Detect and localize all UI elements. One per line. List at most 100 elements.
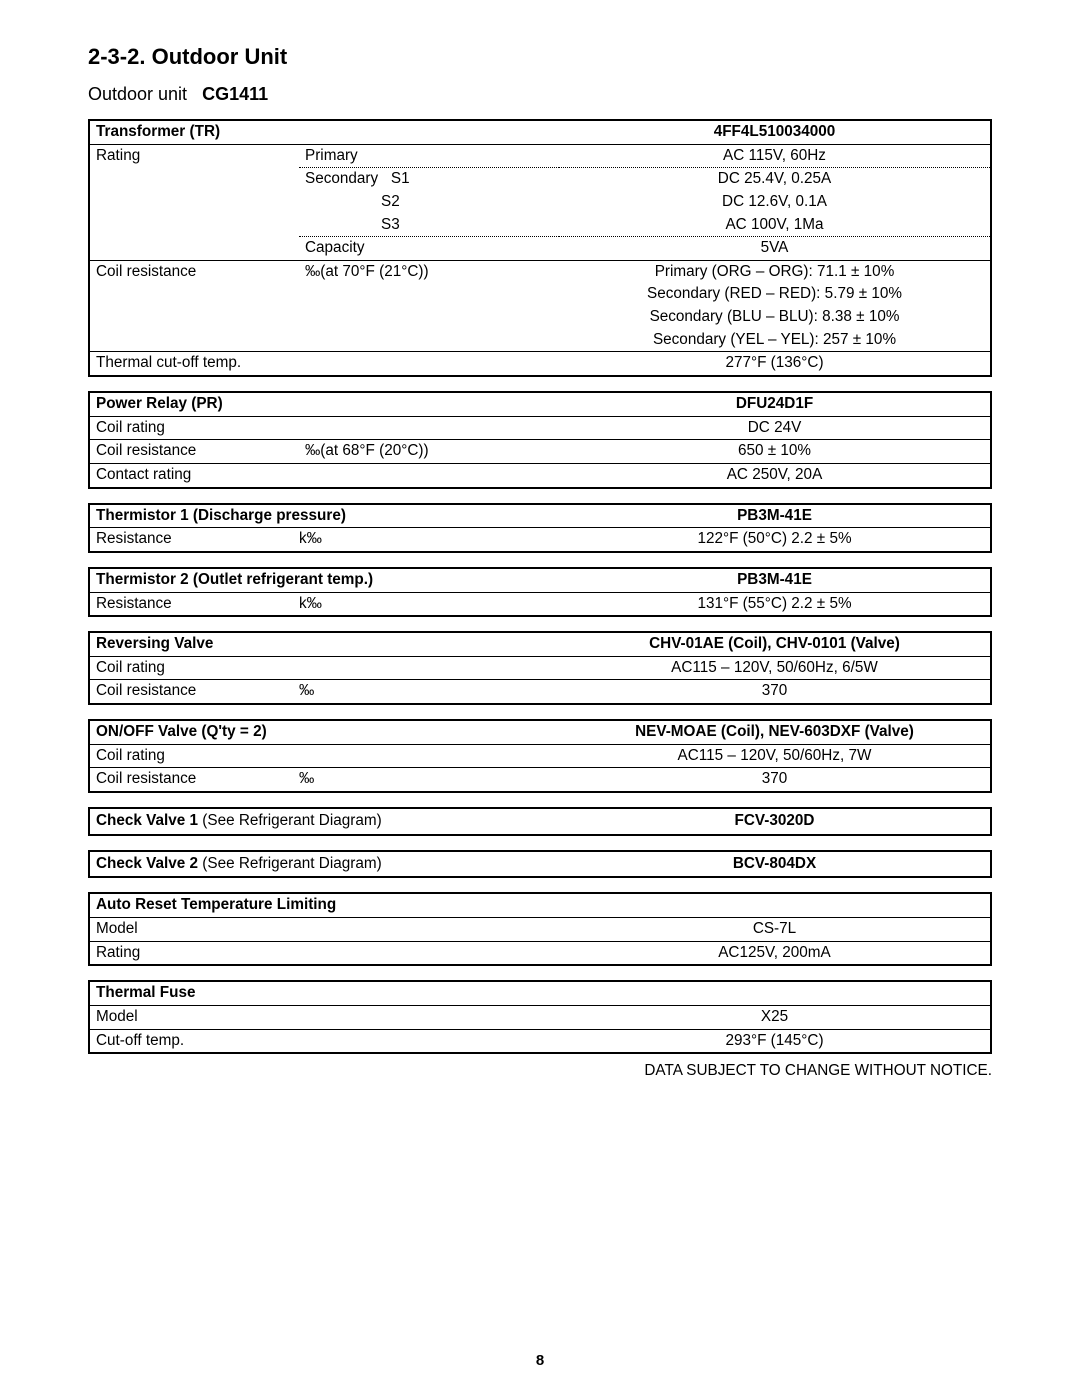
cell-value: AC115 – 120V, 50/60Hz, 7W <box>559 744 991 768</box>
cell-mid: Capacity <box>299 237 559 261</box>
table-row: Coil rating DC 24V <box>89 416 991 440</box>
cell-value: Secondary (BLU – BLU): 8.38 ± 10% <box>559 306 991 329</box>
reversing-valve-table: Reversing Valve CHV-01AE (Coil), CHV-010… <box>88 631 992 705</box>
cell-value: Secondary (RED – RED): 5.79 ± 10% <box>559 283 991 306</box>
check-valve-1-table: Check Valve 1 (See Refrigerant Diagram) … <box>88 807 992 836</box>
header-left: Thermistor 1 (Discharge pressure) <box>89 504 559 528</box>
cell-label: Model <box>89 1005 559 1029</box>
header-right: PB3M-41E <box>559 504 991 528</box>
thermal-fuse-table: Thermal Fuse Model X25 Cut-off temp. 293… <box>88 980 992 1054</box>
header-left: Check Valve 1 (See Refrigerant Diagram) <box>89 808 559 835</box>
table-row: Rating AC125V, 200mA <box>89 941 991 965</box>
cell-value: AC 250V, 20A <box>559 463 991 487</box>
table-row: Resistance k‰ 131°F (55°C) 2.2 ± 5% <box>89 592 991 616</box>
table-row: Resistance k‰ 122°F (50°C) 2.2 ± 5% <box>89 528 991 552</box>
table-row: Coil rating AC115 – 120V, 50/60Hz, 6/5W <box>89 656 991 680</box>
cell-mid: Primary <box>299 144 559 168</box>
cell-label: Contact rating <box>89 463 559 487</box>
cell-value: AC115 – 120V, 50/60Hz, 6/5W <box>559 656 991 680</box>
cell-value: X25 <box>559 1005 991 1029</box>
cell-label: Coil resistance <box>89 440 299 464</box>
cell-value: 370 <box>559 768 991 792</box>
transformer-table: Transformer (TR) 4FF4L510034000 Rating P… <box>88 119 992 377</box>
header-right: NEV-MOAE (Coil), NEV-603DXF (Valve) <box>559 720 991 744</box>
cell-mid: k‰ <box>299 592 559 616</box>
table-row: Secondary (BLU – BLU): 8.38 ± 10% <box>89 306 991 329</box>
table-row: Secondary (YEL – YEL): 257 ± 10% <box>89 329 991 352</box>
table-row: Rating Primary AC 115V, 60Hz <box>89 144 991 168</box>
table-row: S2 DC 12.6V, 0.1A <box>89 191 991 214</box>
table-header-row: Power Relay (PR) DFU24D1F <box>89 392 991 416</box>
header-left: Thermistor 2 (Outlet refrigerant temp.) <box>89 568 559 592</box>
header-right: PB3M-41E <box>559 568 991 592</box>
cell-label: Coil resistance <box>89 768 299 792</box>
section-title-text: Outdoor Unit <box>152 44 288 69</box>
header-left: Check Valve 2 (See Refrigerant Diagram) <box>89 851 559 878</box>
cell-value: AC125V, 200mA <box>559 941 991 965</box>
s2-label: S2 <box>305 192 400 213</box>
section-number: 2-3-2. <box>88 44 145 69</box>
cell-mid: S2 <box>299 191 559 214</box>
cell-value: 650 ± 10% <box>559 440 991 464</box>
cell-value: 293°F (145°C) <box>559 1029 991 1053</box>
check1-bold: Check Valve 1 <box>96 812 198 829</box>
cell-mid: k‰ <box>299 528 559 552</box>
page-number: 8 <box>0 1352 1080 1369</box>
header-right: CHV-01AE (Coil), CHV-0101 (Valve) <box>559 632 991 656</box>
table-header-row: Check Valve 1 (See Refrigerant Diagram) … <box>89 808 991 835</box>
cell-label: Model <box>89 917 559 941</box>
cell-value: 5VA <box>559 237 991 261</box>
cell-label: Rating <box>89 144 299 168</box>
table-header-row: Thermal Fuse <box>89 981 991 1005</box>
header-right: FCV-3020D <box>559 808 991 835</box>
cell-value: AC 100V, 1Ma <box>559 214 991 237</box>
header-left: Transformer (TR) <box>89 120 559 144</box>
page: 2-3-2. Outdoor Unit Outdoor unit CG1411 … <box>0 0 1080 1397</box>
table-row: Model CS-7L <box>89 917 991 941</box>
unit-model: CG1411 <box>202 84 268 104</box>
cell-mid: ‰ <box>299 768 559 792</box>
footnote: DATA SUBJECT TO CHANGE WITHOUT NOTICE. <box>88 1062 992 1080</box>
cell-value: 122°F (50°C) 2.2 ± 5% <box>559 528 991 552</box>
table-row: Secondary S1 DC 25.4V, 0.25A <box>89 168 991 191</box>
auto-reset-table: Auto Reset Temperature Limiting Model CS… <box>88 892 992 966</box>
table-row: Contact rating AC 250V, 20A <box>89 463 991 487</box>
cell-mid: ‰ <box>299 680 559 704</box>
header-right: DFU24D1F <box>559 392 991 416</box>
table-row: Coil resistance ‰ 370 <box>89 768 991 792</box>
header-right: 4FF4L510034000 <box>559 120 991 144</box>
table-row: Secondary (RED – RED): 5.79 ± 10% <box>89 283 991 306</box>
table-row: S3 AC 100V, 1Ma <box>89 214 991 237</box>
cell-mid: ‰(at 70°F (21°C)) <box>299 260 559 283</box>
thermistor1-table: Thermistor 1 (Discharge pressure) PB3M-4… <box>88 503 992 553</box>
cell-mid: S3 <box>299 214 559 237</box>
cell-value: DC 24V <box>559 416 991 440</box>
cell-label: Coil rating <box>89 656 559 680</box>
cell-label: Coil resistance <box>89 680 299 704</box>
cell-value: 131°F (55°C) 2.2 ± 5% <box>559 592 991 616</box>
table-header-row: Thermistor 1 (Discharge pressure) PB3M-4… <box>89 504 991 528</box>
secondary-label: Secondary <box>305 170 378 187</box>
unit-prefix: Outdoor unit <box>88 84 187 104</box>
table-row: Thermal cut-off temp. 277°F (136°C) <box>89 352 991 376</box>
cell-value: Primary (ORG – ORG): 71.1 ± 10% <box>559 260 991 283</box>
thermistor2-table: Thermistor 2 (Outlet refrigerant temp.) … <box>88 567 992 617</box>
header-left: Auto Reset Temperature Limiting <box>89 893 559 917</box>
table-header-row: Transformer (TR) 4FF4L510034000 <box>89 120 991 144</box>
table-row: Cut-off temp. 293°F (145°C) <box>89 1029 991 1053</box>
cell-value: AC 115V, 60Hz <box>559 144 991 168</box>
table-header-row: Thermistor 2 (Outlet refrigerant temp.) … <box>89 568 991 592</box>
header-left: Thermal Fuse <box>89 981 559 1005</box>
section-heading: 2-3-2. Outdoor Unit <box>88 44 992 70</box>
cell-value: CS-7L <box>559 917 991 941</box>
s1-label: S1 <box>391 170 410 187</box>
cell-label: Rating <box>89 941 559 965</box>
s3-label: S3 <box>305 215 400 236</box>
table-row: Capacity 5VA <box>89 237 991 261</box>
table-header-row: Reversing Valve CHV-01AE (Coil), CHV-010… <box>89 632 991 656</box>
header-left: ON/OFF Valve (Q'ty = 2) <box>89 720 559 744</box>
check1-rest: (See Refrigerant Diagram) <box>198 812 382 829</box>
cell-value: 277°F (136°C) <box>559 352 991 376</box>
onoff-valve-table: ON/OFF Valve (Q'ty = 2) NEV-MOAE (Coil),… <box>88 719 992 793</box>
cell-label: Resistance <box>89 592 299 616</box>
